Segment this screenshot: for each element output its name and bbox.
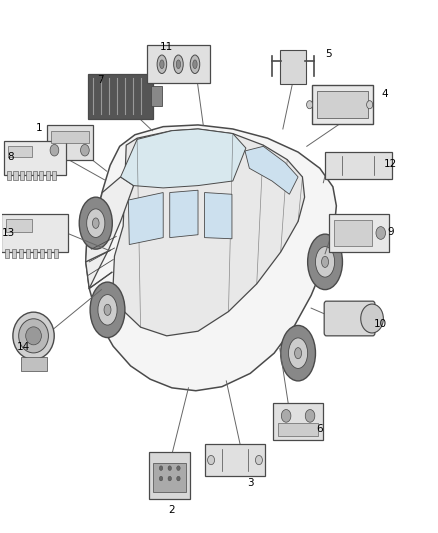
Text: 7: 7 [97,76,103,85]
Polygon shape [120,129,246,188]
FancyBboxPatch shape [7,171,11,180]
Polygon shape [170,190,198,238]
FancyBboxPatch shape [153,463,186,491]
FancyBboxPatch shape [12,248,16,258]
Polygon shape [128,192,163,245]
FancyBboxPatch shape [6,219,32,232]
FancyBboxPatch shape [5,248,9,258]
Ellipse shape [305,409,315,422]
FancyBboxPatch shape [8,146,32,157]
FancyBboxPatch shape [14,171,18,180]
Ellipse shape [50,144,59,156]
Ellipse shape [13,312,54,360]
FancyBboxPatch shape [21,357,46,371]
Ellipse shape [176,60,180,69]
Ellipse shape [321,256,328,268]
Text: 8: 8 [7,152,14,161]
Ellipse shape [168,477,171,481]
Text: 2: 2 [169,505,175,515]
FancyBboxPatch shape [329,214,389,252]
Ellipse shape [177,466,180,471]
Ellipse shape [177,477,180,481]
FancyBboxPatch shape [205,445,265,475]
Ellipse shape [159,477,163,481]
FancyBboxPatch shape [325,152,392,179]
Polygon shape [86,177,134,288]
Ellipse shape [208,456,215,465]
FancyBboxPatch shape [273,403,323,440]
FancyBboxPatch shape [147,45,210,83]
Ellipse shape [307,234,343,289]
Ellipse shape [98,295,117,325]
Ellipse shape [92,218,99,228]
Ellipse shape [19,319,49,353]
Ellipse shape [307,101,313,109]
Ellipse shape [90,282,125,337]
Text: 6: 6 [317,424,323,434]
Polygon shape [113,129,304,336]
Ellipse shape [281,326,315,381]
FancyBboxPatch shape [334,220,372,246]
Ellipse shape [26,327,42,345]
Polygon shape [245,147,298,194]
FancyBboxPatch shape [26,248,30,258]
FancyBboxPatch shape [53,248,58,258]
FancyBboxPatch shape [33,248,37,258]
Ellipse shape [281,409,291,422]
FancyBboxPatch shape [312,85,373,124]
Text: 12: 12 [384,159,397,168]
Text: 11: 11 [160,42,173,52]
Polygon shape [86,125,336,391]
Ellipse shape [157,55,167,74]
Text: 9: 9 [388,227,394,237]
Text: 1: 1 [36,123,42,133]
FancyBboxPatch shape [20,171,24,180]
FancyBboxPatch shape [39,171,43,180]
FancyBboxPatch shape [4,141,66,175]
Ellipse shape [193,60,197,69]
Text: 5: 5 [325,49,332,59]
FancyBboxPatch shape [26,171,31,180]
FancyBboxPatch shape [151,86,162,106]
Ellipse shape [367,101,373,109]
FancyBboxPatch shape [280,50,306,84]
FancyBboxPatch shape [149,453,190,499]
Ellipse shape [255,456,262,465]
Ellipse shape [104,304,111,316]
Ellipse shape [168,466,171,471]
Ellipse shape [315,247,335,277]
Ellipse shape [173,55,183,74]
FancyBboxPatch shape [52,171,57,180]
Ellipse shape [376,227,385,239]
Polygon shape [205,192,232,239]
FancyBboxPatch shape [88,74,153,118]
Text: 4: 4 [382,90,389,99]
Text: 14: 14 [17,342,30,352]
FancyBboxPatch shape [50,131,89,143]
Ellipse shape [190,55,200,74]
Ellipse shape [295,348,301,359]
FancyBboxPatch shape [33,171,37,180]
FancyBboxPatch shape [1,214,68,252]
Ellipse shape [87,209,105,238]
Text: 3: 3 [247,478,254,488]
FancyBboxPatch shape [317,92,368,118]
Ellipse shape [289,338,307,368]
Text: 10: 10 [374,319,387,329]
FancyBboxPatch shape [46,171,50,180]
FancyBboxPatch shape [40,248,44,258]
Ellipse shape [79,197,112,249]
FancyBboxPatch shape [46,248,51,258]
FancyBboxPatch shape [324,301,375,336]
Ellipse shape [159,466,163,471]
Ellipse shape [361,304,383,333]
FancyBboxPatch shape [278,423,318,436]
FancyBboxPatch shape [19,248,23,258]
FancyBboxPatch shape [46,125,93,160]
Ellipse shape [81,144,89,156]
Text: 13: 13 [2,228,15,238]
Ellipse shape [160,60,164,69]
